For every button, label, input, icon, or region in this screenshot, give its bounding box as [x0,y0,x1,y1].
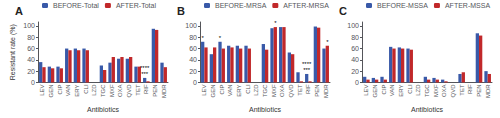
svg-text:C: C [339,5,347,17]
svg-text:GEN: GEN [372,84,378,97]
svg-text:100: 100 [23,22,35,29]
svg-text:20: 20 [27,68,35,75]
svg-text:OXA: OXA [117,84,123,97]
svg-text:AFTER-Total: AFTER-Total [116,2,157,9]
svg-text:Antibiotics: Antibiotics [411,106,443,113]
svg-text:QVD: QVD [450,84,456,98]
svg-text:BEFORE-MSSA: BEFORE-MSSA [377,2,428,9]
svg-text:0: 0 [355,79,359,86]
svg-text:60: 60 [189,45,197,52]
svg-text:OXA: OXA [279,84,285,97]
svg-text:BEFORE-Total: BEFORE-Total [53,2,99,9]
svg-text:CLI: CLI [245,84,251,94]
svg-text:OXA: OXA [441,84,447,97]
svg-text:RIF: RIF [143,84,149,94]
svg-text:0: 0 [31,79,35,86]
svg-text:20: 20 [189,68,197,75]
svg-text:ERY: ERY [74,84,80,96]
svg-text:ERY: ERY [398,84,404,96]
svg-text:GEN: GEN [210,84,216,97]
svg-text:TET: TET [297,84,303,96]
svg-text:LZD: LZD [253,84,259,96]
svg-text:40: 40 [27,56,35,63]
svg-text:40: 40 [351,56,359,63]
svg-text:RIF: RIF [467,84,473,94]
svg-text:LEV: LEV [39,84,45,95]
svg-text:TET: TET [135,84,141,96]
svg-text:B: B [177,5,185,17]
svg-text:20: 20 [351,68,359,75]
svg-text:40: 40 [189,56,197,63]
svg-text:TGC: TGC [262,84,268,97]
svg-text:*: * [202,35,205,41]
svg-text:*: * [274,20,277,26]
svg-text:100: 100 [185,22,197,29]
svg-text:GEN: GEN [48,84,54,97]
svg-text:MXF: MXF [109,84,115,97]
svg-text:MXF: MXF [271,84,277,97]
svg-text:ERY: ERY [236,84,242,96]
svg-text:QVD: QVD [126,84,132,98]
svg-text:***: *** [303,67,311,73]
svg-text:CLI: CLI [83,84,89,94]
svg-text:*: * [219,35,222,41]
svg-text:0: 0 [193,79,197,86]
svg-text:QVD: QVD [288,84,294,98]
svg-text:BEFORE-MRSA: BEFORE-MRSA [215,2,267,9]
svg-text:60: 60 [27,45,35,52]
svg-text:RIF: RIF [305,84,311,94]
svg-text:MDR: MDR [323,84,329,98]
svg-text:MDR: MDR [485,84,491,98]
svg-text:LZD: LZD [91,84,97,96]
svg-text:LEV: LEV [363,84,369,95]
svg-text:AFTER-MRSA: AFTER-MRSA [283,2,329,9]
svg-text:TET: TET [459,84,465,96]
svg-text:TGC: TGC [100,84,106,97]
svg-text:CIP: CIP [57,84,63,94]
svg-text:LZD: LZD [415,84,421,96]
svg-text:Antibiotics: Antibiotics [249,106,281,113]
svg-text:MXF: MXF [433,84,439,97]
svg-text:60: 60 [351,45,359,52]
svg-text:80: 80 [351,34,359,41]
svg-text:VAN: VAN [227,84,233,96]
svg-text:A: A [15,5,23,17]
svg-text:CIP: CIP [381,84,387,94]
svg-text:VAN: VAN [65,84,71,96]
svg-text:PEN: PEN [314,84,320,96]
svg-text:80: 80 [27,34,35,41]
svg-text:*: * [326,39,329,45]
svg-text:Antibiotics: Antibiotics [87,106,119,113]
svg-text:MDR: MDR [161,84,167,98]
svg-text:PEN: PEN [152,84,158,96]
svg-text:LEV: LEV [201,84,207,95]
svg-text:***: *** [141,71,149,77]
svg-text:PEN: PEN [476,84,482,96]
svg-text:CIP: CIP [219,84,225,94]
svg-text:80: 80 [189,34,197,41]
svg-text:VAN: VAN [389,84,395,96]
svg-text:Resistant rate (%): Resistant rate (%) [9,24,17,80]
svg-text:CLI: CLI [407,84,413,94]
svg-text:TGC: TGC [424,84,430,97]
svg-text:100: 100 [347,22,359,29]
svg-text:AFTER-MSSA: AFTER-MSSA [445,2,490,9]
